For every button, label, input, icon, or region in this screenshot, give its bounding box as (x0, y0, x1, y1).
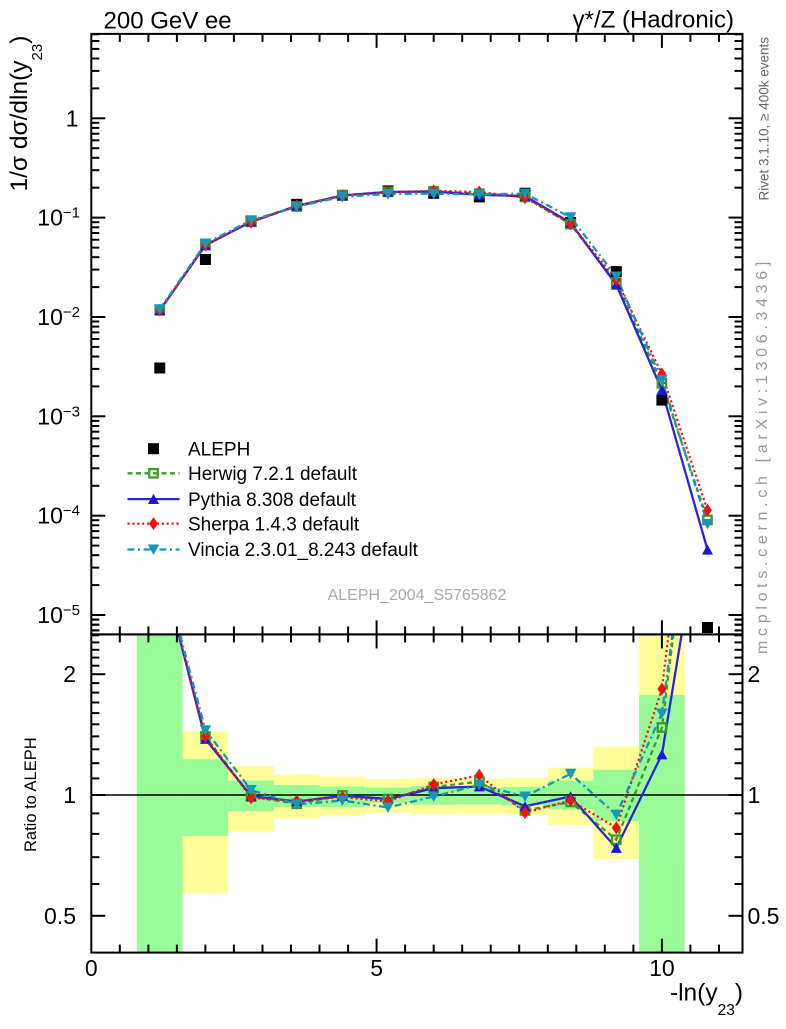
svg-text:5: 5 (370, 955, 383, 981)
svg-text:2: 2 (63, 661, 76, 687)
svg-text:0.5: 0.5 (748, 903, 780, 929)
svg-text:ALEPH: ALEPH (188, 439, 250, 460)
svg-text:Rivet 3.1.10, ≥ 400k events: Rivet 3.1.10, ≥ 400k events (757, 37, 772, 201)
svg-text:Sherpa 1.4.3 default: Sherpa 1.4.3 default (188, 514, 360, 535)
svg-text:10: 10 (649, 955, 675, 981)
svg-text:0: 0 (85, 955, 98, 981)
svg-text:10−1: 10−1 (37, 205, 80, 231)
svg-text:1: 1 (748, 782, 761, 808)
svg-text:Ratio to ALEPH: Ratio to ALEPH (22, 737, 40, 852)
svg-text:2: 2 (748, 661, 761, 687)
svg-text:Pythia 8.308 default: Pythia 8.308 default (188, 490, 357, 511)
svg-text:mcplots.cern.ch [arXiv:1306.34: mcplots.cern.ch [arXiv:1306.3436] (754, 257, 771, 654)
svg-text:Herwig 7.2.1 default: Herwig 7.2.1 default (188, 464, 358, 485)
svg-text:ALEPH_2004_S5765862: ALEPH_2004_S5765862 (328, 587, 507, 604)
svg-text:1: 1 (66, 105, 79, 131)
svg-text:Vincia 2.3.01_8.243 default: Vincia 2.3.01_8.243 default (188, 540, 419, 561)
svg-text:0.5: 0.5 (44, 903, 76, 929)
svg-text:γ*/Z (Hadronic): γ*/Z (Hadronic) (573, 7, 734, 34)
svg-text:200 GeV ee: 200 GeV ee (104, 8, 232, 35)
svg-text:1: 1 (63, 782, 76, 808)
